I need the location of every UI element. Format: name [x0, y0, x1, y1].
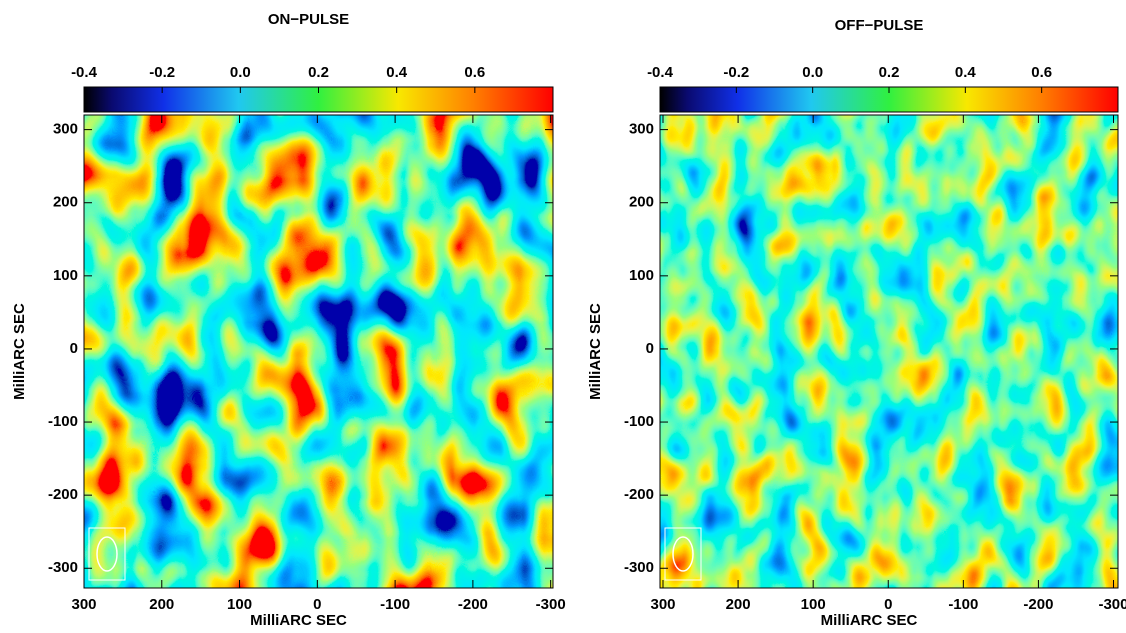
beam — [672, 536, 694, 572]
colorbar-tick-label: 0.4 — [955, 64, 977, 81]
colorbar-tick-label: 0.6 — [464, 64, 485, 81]
map-frame — [83, 114, 554, 589]
x-tick-label: 200 — [726, 596, 751, 613]
x-tick-label: -300 — [1098, 596, 1126, 613]
chart-title: ON−PULSE — [268, 11, 349, 28]
y-tick-label: 200 — [629, 194, 654, 211]
map-frame — [659, 114, 1119, 589]
colorbar-tick-label: -0.2 — [149, 64, 175, 81]
x-tick-label: 200 — [149, 596, 174, 613]
x-tick-label: 0 — [884, 596, 892, 613]
y-tick-label: 200 — [53, 194, 78, 211]
colorbar-tick-label: 0.2 — [879, 64, 900, 81]
y-tick-label: 0 — [70, 340, 78, 357]
x-tick-label: 0 — [313, 596, 321, 613]
y-tick-label: 100 — [53, 267, 78, 284]
x-tick-label: -200 — [1023, 596, 1053, 613]
y-tick-label: 0 — [646, 340, 654, 357]
x-tick-label: 300 — [650, 596, 675, 613]
beam — [96, 536, 118, 572]
x-tick-label: -200 — [458, 596, 488, 613]
beam-box — [88, 527, 126, 581]
colorbar-tick-label: 0.0 — [802, 64, 823, 81]
colorbar-tick-label: -0.4 — [647, 64, 674, 81]
beam-box — [664, 527, 702, 581]
y-axis-label: MilliARC SEC — [11, 303, 28, 400]
map-image — [660, 115, 1118, 588]
chart-title: OFF−PULSE — [835, 17, 924, 34]
colorbar-tick-label: 0.6 — [1031, 64, 1052, 81]
x-tick-label: -100 — [948, 596, 978, 613]
colorbar-tick-label: 0.2 — [308, 64, 329, 81]
y-axis-label: MilliARC SEC — [587, 303, 604, 400]
y-tick-label: -300 — [48, 559, 78, 576]
x-tick-label: 300 — [71, 596, 96, 613]
x-axis-label: MilliARC SEC — [821, 612, 918, 629]
y-tick-label: -100 — [624, 413, 654, 430]
y-tick-label: 300 — [629, 121, 654, 138]
x-tick-label: 100 — [801, 596, 826, 613]
x-axis-label: MilliARC SEC — [250, 612, 347, 629]
colorbar-tick-label: -0.4 — [71, 64, 98, 81]
x-tick-label: 100 — [227, 596, 252, 613]
colorbar-tick-label: 0.4 — [386, 64, 408, 81]
y-tick-label: -200 — [624, 486, 654, 503]
colorbar-tick-label: -0.2 — [723, 64, 749, 81]
map-image — [84, 115, 553, 588]
x-tick-label: -300 — [536, 596, 566, 613]
y-tick-label: 100 — [629, 267, 654, 284]
colorbar-tick-label: 0.0 — [230, 64, 251, 81]
x-tick-label: -100 — [380, 596, 410, 613]
y-tick-label: 300 — [53, 121, 78, 138]
y-tick-label: -100 — [48, 413, 78, 430]
y-tick-label: -300 — [624, 559, 654, 576]
y-tick-label: -200 — [48, 486, 78, 503]
